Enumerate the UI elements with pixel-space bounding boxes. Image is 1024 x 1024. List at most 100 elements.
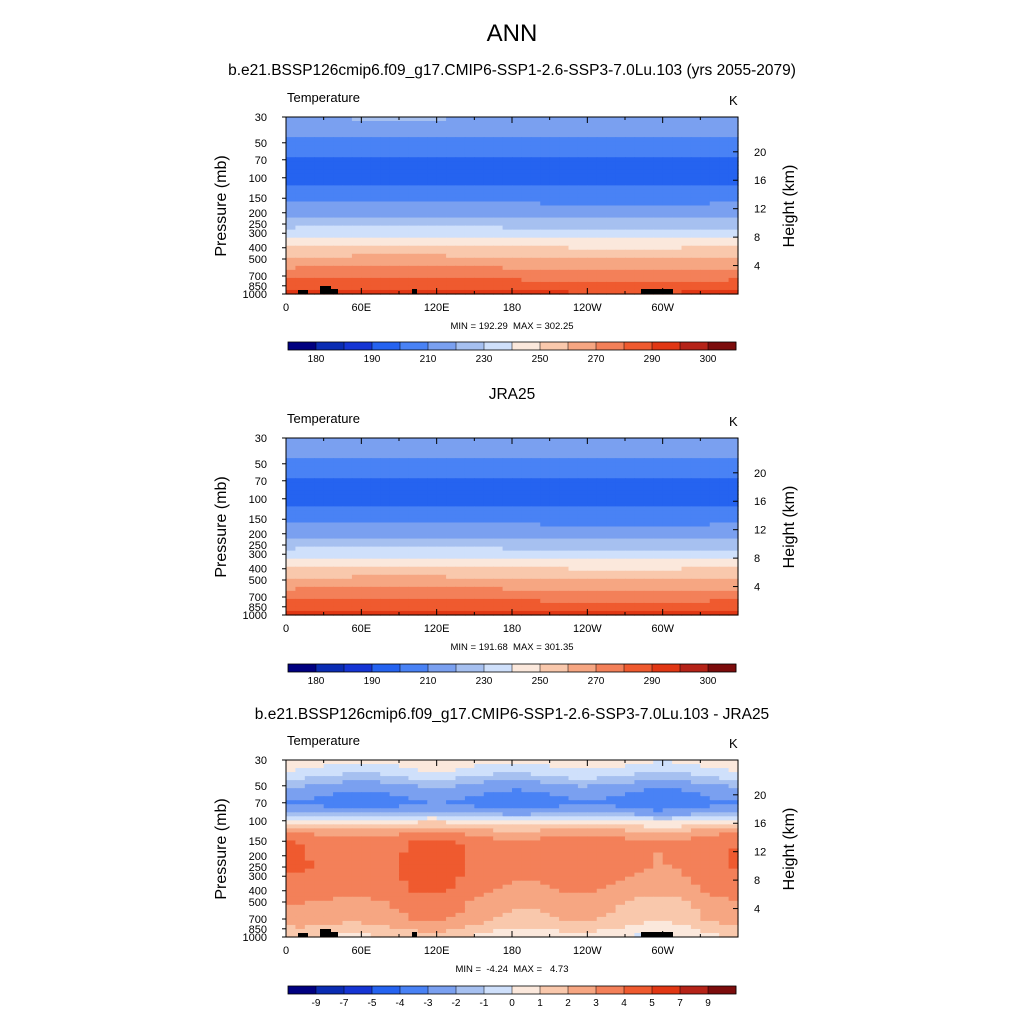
field-cell xyxy=(399,466,410,471)
field-cell xyxy=(577,586,588,592)
field-cell xyxy=(427,570,438,576)
field-cell xyxy=(643,598,654,604)
field-cell xyxy=(333,205,344,211)
field-cell xyxy=(474,796,485,801)
field-cell xyxy=(681,225,692,231)
field-cell xyxy=(625,522,636,528)
field-cell xyxy=(672,229,683,235)
field-cell xyxy=(446,542,457,548)
field-cell xyxy=(672,554,683,560)
field-cell xyxy=(295,562,306,568)
field-cell xyxy=(681,133,692,138)
field-cell xyxy=(728,466,739,471)
field-cell xyxy=(361,125,372,130)
field-cell xyxy=(446,566,457,572)
field-cell xyxy=(436,173,447,178)
field-cell xyxy=(502,776,513,781)
field-cell xyxy=(286,462,297,467)
field-cell xyxy=(615,530,626,536)
field-cell xyxy=(719,538,730,544)
field-cell xyxy=(606,125,617,130)
field-cell xyxy=(662,225,673,231)
field-cell xyxy=(634,514,645,520)
field-cell xyxy=(643,253,654,259)
field-cell xyxy=(455,133,466,138)
field-cell xyxy=(681,197,692,203)
field-cell xyxy=(577,193,588,199)
field-cell xyxy=(643,566,654,572)
field-cell xyxy=(417,606,428,612)
field-cell xyxy=(587,590,598,596)
field-cell xyxy=(502,554,513,560)
field-cell xyxy=(559,129,570,134)
field-cell xyxy=(577,570,588,576)
field-cell xyxy=(521,141,532,146)
field-cell xyxy=(709,233,720,239)
field-cell xyxy=(700,602,711,608)
field-cell xyxy=(512,153,523,158)
field-cell xyxy=(389,185,400,191)
field-cell xyxy=(596,514,607,520)
field-cell xyxy=(342,225,353,231)
field-cell xyxy=(643,606,654,612)
field-cell xyxy=(295,177,306,182)
field-cell xyxy=(464,792,475,797)
field-cell xyxy=(559,498,570,503)
field-cell xyxy=(361,574,372,580)
field-cell xyxy=(304,277,315,283)
field-cell xyxy=(483,502,494,507)
field-cell xyxy=(333,189,344,195)
field-cell xyxy=(549,498,560,503)
field-cell xyxy=(549,474,560,479)
field-cell xyxy=(559,796,570,801)
field-cell xyxy=(709,129,720,134)
field-cell xyxy=(615,578,626,584)
field-cell xyxy=(314,133,325,138)
field-cell xyxy=(577,458,588,463)
field-cell xyxy=(295,760,306,765)
field-cell xyxy=(521,193,532,199)
field-cell xyxy=(596,133,607,138)
field-cell xyxy=(719,784,730,789)
field-cell xyxy=(606,185,617,191)
field-cell xyxy=(399,145,410,150)
field-cell xyxy=(314,281,325,287)
field-cell xyxy=(474,141,485,146)
field-cell xyxy=(643,209,654,215)
field-cell xyxy=(342,149,353,154)
field-cell xyxy=(596,558,607,564)
field-cell xyxy=(559,598,570,604)
field-cell xyxy=(709,574,720,580)
field-cell xyxy=(474,598,485,604)
field-cell xyxy=(568,153,579,158)
field-cell xyxy=(700,197,711,203)
field-cell xyxy=(436,796,447,801)
field-cell xyxy=(728,209,739,215)
field-cell xyxy=(549,189,560,195)
field-cell xyxy=(634,558,645,564)
field-cell xyxy=(342,490,353,495)
field-cell xyxy=(389,542,400,548)
field-cell xyxy=(596,582,607,588)
field-cell xyxy=(351,257,362,263)
field-cell xyxy=(464,542,475,548)
field-cell xyxy=(333,229,344,235)
field-cell xyxy=(577,241,588,247)
field-cell xyxy=(455,145,466,150)
field-cell xyxy=(653,800,664,805)
field-cell xyxy=(719,606,730,612)
field-cell xyxy=(568,780,579,785)
y-tick-label: 850 xyxy=(249,281,267,293)
field-cell xyxy=(474,269,485,275)
field-cell xyxy=(314,157,325,162)
field-cell xyxy=(530,586,541,592)
field-cell xyxy=(728,796,739,801)
field-cell xyxy=(286,470,297,475)
field-cell xyxy=(389,165,400,170)
field-cell xyxy=(653,590,664,596)
colorbar-label: 300 xyxy=(700,354,717,365)
field-cell xyxy=(417,229,428,235)
field-cell xyxy=(314,458,325,463)
field-cell xyxy=(493,281,504,287)
field-cell xyxy=(361,490,372,495)
